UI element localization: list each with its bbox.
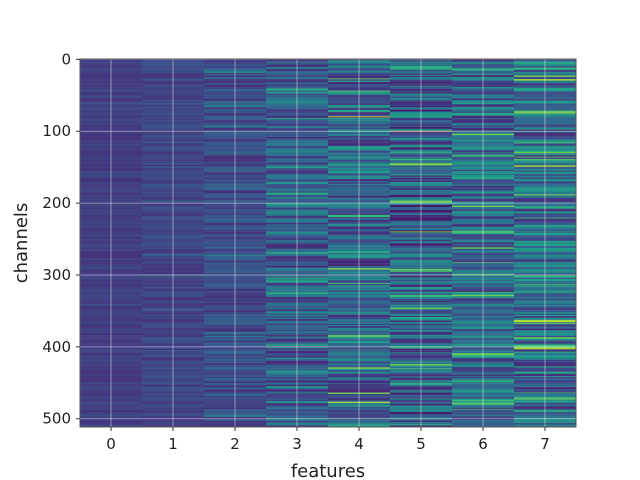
x-tick-label: 7: [540, 435, 550, 453]
y-tick-label: 0: [61, 50, 71, 68]
x-tick-label: 1: [168, 435, 178, 453]
heatmap-cells: [80, 59, 577, 428]
x-axis-ticks: 0 1 2 3 4 5 6 7: [106, 427, 550, 453]
y-axis-ticks: 0 100 200 300 400 500: [42, 50, 80, 428]
x-tick-label: 4: [354, 435, 364, 453]
plot-frame: [79, 58, 577, 428]
grid-lines: [80, 58, 576, 427]
x-tick-label: 6: [478, 435, 488, 453]
y-tick-label: 400: [42, 338, 71, 356]
x-tick-label: 5: [416, 435, 426, 453]
y-tick-label: 300: [42, 266, 71, 284]
y-tick-label: 200: [42, 194, 71, 212]
x-axis-label: features: [291, 461, 365, 480]
y-tick-label: 500: [42, 410, 71, 428]
x-tick-label: 0: [106, 435, 116, 453]
y-axis-label: channels: [11, 203, 32, 284]
x-tick-label: 2: [230, 435, 240, 453]
y-tick-label: 100: [42, 122, 71, 140]
x-tick-label: 3: [292, 435, 302, 453]
